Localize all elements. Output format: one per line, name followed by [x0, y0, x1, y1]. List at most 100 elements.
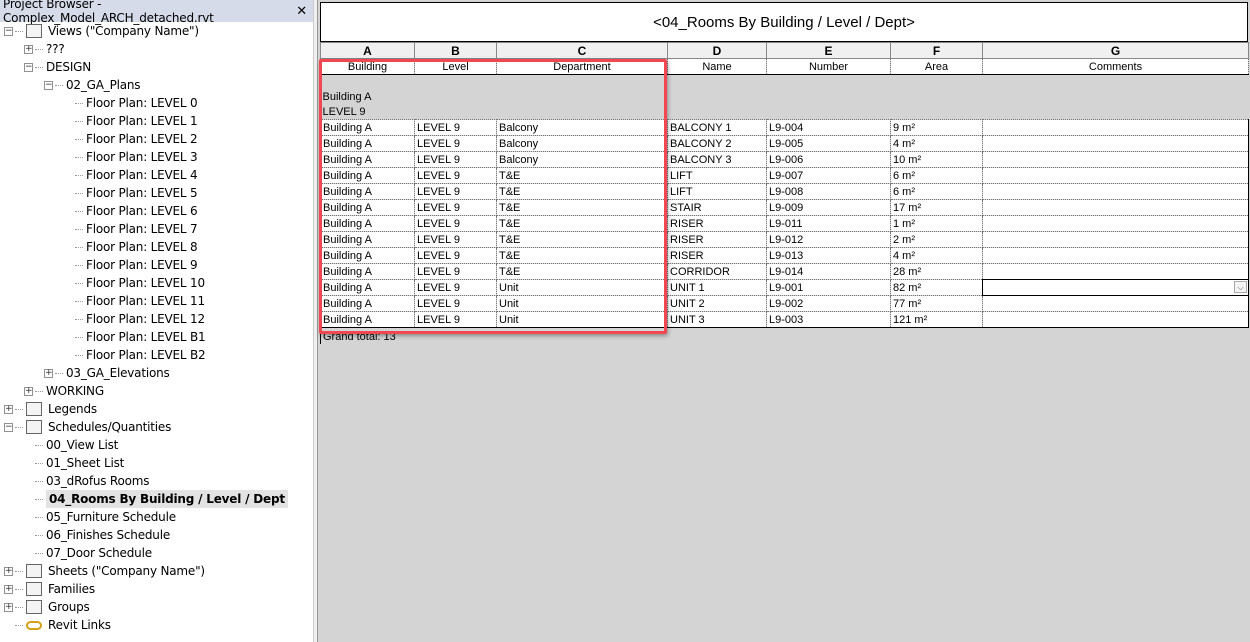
column-header[interactable]: Name — [667, 58, 767, 75]
tree-item[interactable]: 01_Sheet List — [24, 454, 124, 472]
cell-area[interactable]: 77 m² — [890, 295, 983, 312]
tree-item[interactable]: + Sheets ("Company Name") — [4, 562, 205, 580]
cell-building[interactable]: Building A — [320, 295, 415, 312]
cell-number[interactable]: L9-004 — [766, 119, 891, 136]
tree-item[interactable]: Floor Plan: LEVEL 5 — [64, 184, 198, 202]
cell-name[interactable]: RISER — [667, 231, 767, 248]
collapse-icon[interactable]: − — [4, 421, 13, 432]
column-header[interactable]: Comments — [982, 58, 1249, 75]
cell-name[interactable]: BALCONY 2 — [667, 135, 767, 152]
tree-item[interactable]: Floor Plan: LEVEL 2 — [64, 130, 198, 148]
tree-item[interactable]: − Schedules/Quantities — [4, 418, 171, 436]
column-header[interactable]: Level — [414, 58, 497, 75]
tree-item[interactable]: 04_Rooms By Building / Level / Dept — [24, 490, 288, 508]
cell-department[interactable]: T&E — [496, 263, 668, 280]
column-header[interactable]: Building — [320, 58, 415, 75]
cell-area[interactable]: 6 m² — [890, 183, 983, 200]
cell-department[interactable]: T&E — [496, 231, 668, 248]
cell-building[interactable]: Building A — [320, 279, 415, 296]
expand-icon[interactable]: + — [4, 601, 13, 612]
cell-building[interactable]: Building A — [320, 263, 415, 280]
cell-level[interactable]: LEVEL 9 — [414, 263, 497, 280]
cell-comments[interactable] — [982, 183, 1249, 200]
cell-level[interactable]: LEVEL 9 — [414, 231, 497, 248]
cell-building[interactable]: Building A — [320, 311, 415, 328]
cell-number[interactable]: L9-013 — [766, 247, 891, 264]
collapse-icon[interactable]: − — [4, 25, 13, 36]
cell-building[interactable]: Building A — [320, 247, 415, 264]
cell-comments[interactable] — [982, 167, 1249, 184]
cell-area[interactable]: 17 m² — [890, 199, 983, 216]
cell-level[interactable]: LEVEL 9 — [414, 183, 497, 200]
cell-number[interactable]: L9-001 — [766, 279, 891, 296]
tree-item[interactable]: − DESIGN — [24, 58, 91, 76]
column-letter[interactable]: B — [414, 42, 497, 59]
cell-level[interactable]: LEVEL 9 — [414, 135, 497, 152]
cell-area[interactable]: 121 m² — [890, 311, 983, 328]
expand-icon[interactable]: + — [4, 565, 13, 576]
column-header[interactable]: Department — [496, 58, 668, 75]
tree-item[interactable]: Floor Plan: LEVEL 7 — [64, 220, 198, 238]
tree-item[interactable]: Floor Plan: LEVEL B2 — [64, 346, 206, 364]
cell-department[interactable]: Balcony — [496, 119, 668, 136]
tree-item[interactable]: 03_dRofus Rooms — [24, 472, 150, 490]
cell-number[interactable]: L9-002 — [766, 295, 891, 312]
cell-comments[interactable] — [982, 119, 1249, 136]
tree-item[interactable]: Floor Plan: LEVEL B1 — [64, 328, 206, 346]
cell-level[interactable]: LEVEL 9 — [414, 215, 497, 232]
cell-area[interactable]: 9 m² — [890, 119, 983, 136]
panel-splitter[interactable] — [313, 0, 318, 642]
cell-number[interactable]: L9-014 — [766, 263, 891, 280]
tree-item[interactable]: +03_GA_Elevations — [44, 364, 170, 382]
cell-building[interactable]: Building A — [320, 135, 415, 152]
cell-comments[interactable] — [982, 295, 1249, 312]
cell-number[interactable]: L9-012 — [766, 231, 891, 248]
chevron-down-icon[interactable]: ⌵ — [1234, 281, 1247, 293]
cell-level[interactable]: LEVEL 9 — [414, 199, 497, 216]
cell-comments[interactable] — [982, 247, 1249, 264]
tree-item[interactable]: Floor Plan: LEVEL 9 — [64, 256, 198, 274]
collapse-icon[interactable]: − — [44, 79, 53, 90]
cell-department[interactable]: T&E — [496, 167, 668, 184]
cell-number[interactable]: L9-007 — [766, 167, 891, 184]
column-letter[interactable]: G — [982, 42, 1249, 59]
cell-building[interactable]: Building A — [320, 151, 415, 168]
column-letter[interactable]: C — [496, 42, 668, 59]
tree-item[interactable]: Floor Plan: LEVEL 8 — [64, 238, 198, 256]
tree-item[interactable]: +??? — [24, 40, 65, 58]
tree-item[interactable]: + Families — [4, 580, 95, 598]
cell-level[interactable]: LEVEL 9 — [414, 247, 497, 264]
cell-building[interactable]: Building A — [320, 183, 415, 200]
cell-building[interactable]: Building A — [320, 215, 415, 232]
cell-name[interactable]: STAIR — [667, 199, 767, 216]
cell-comments[interactable] — [982, 151, 1249, 168]
tree-item[interactable]: Floor Plan: LEVEL 4 — [64, 166, 198, 184]
tree-item[interactable]: Floor Plan: LEVEL 10 — [64, 274, 205, 292]
cell-name[interactable]: UNIT 2 — [667, 295, 767, 312]
column-letter[interactable]: D — [667, 42, 767, 59]
cell-area[interactable]: 1 m² — [890, 215, 983, 232]
cell-area[interactable]: 2 m² — [890, 231, 983, 248]
tree-item[interactable]: 07_Door Schedule — [24, 544, 152, 562]
cell-area[interactable]: 4 m² — [890, 247, 983, 264]
cell-name[interactable]: UNIT 1 — [667, 279, 767, 296]
cell-department[interactable]: Unit — [496, 279, 668, 296]
expand-icon[interactable]: + — [24, 385, 33, 396]
expand-icon[interactable]: + — [4, 403, 13, 414]
cell-department[interactable]: Balcony — [496, 135, 668, 152]
cell-name[interactable]: RISER — [667, 247, 767, 264]
tree-item[interactable]: Floor Plan: LEVEL 1 — [64, 112, 198, 130]
tree-item[interactable]: Floor Plan: LEVEL 11 — [64, 292, 205, 310]
expand-icon[interactable]: + — [44, 367, 53, 378]
cell-name[interactable]: UNIT 3 — [667, 311, 767, 328]
cell-comments[interactable]: ⌵ — [982, 279, 1249, 296]
cell-area[interactable]: 28 m² — [890, 263, 983, 280]
tree-item[interactable]: − Views ("Company Name") — [4, 22, 199, 40]
column-letter[interactable]: E — [766, 42, 891, 59]
tree-item[interactable]: + WORKING — [24, 382, 104, 400]
cell-number[interactable]: L9-006 — [766, 151, 891, 168]
tree-item[interactable]: + Legends — [4, 400, 97, 418]
column-header[interactable]: Number — [766, 58, 891, 75]
cell-department[interactable]: T&E — [496, 183, 668, 200]
tree-item[interactable]: 00_View List — [24, 436, 118, 454]
